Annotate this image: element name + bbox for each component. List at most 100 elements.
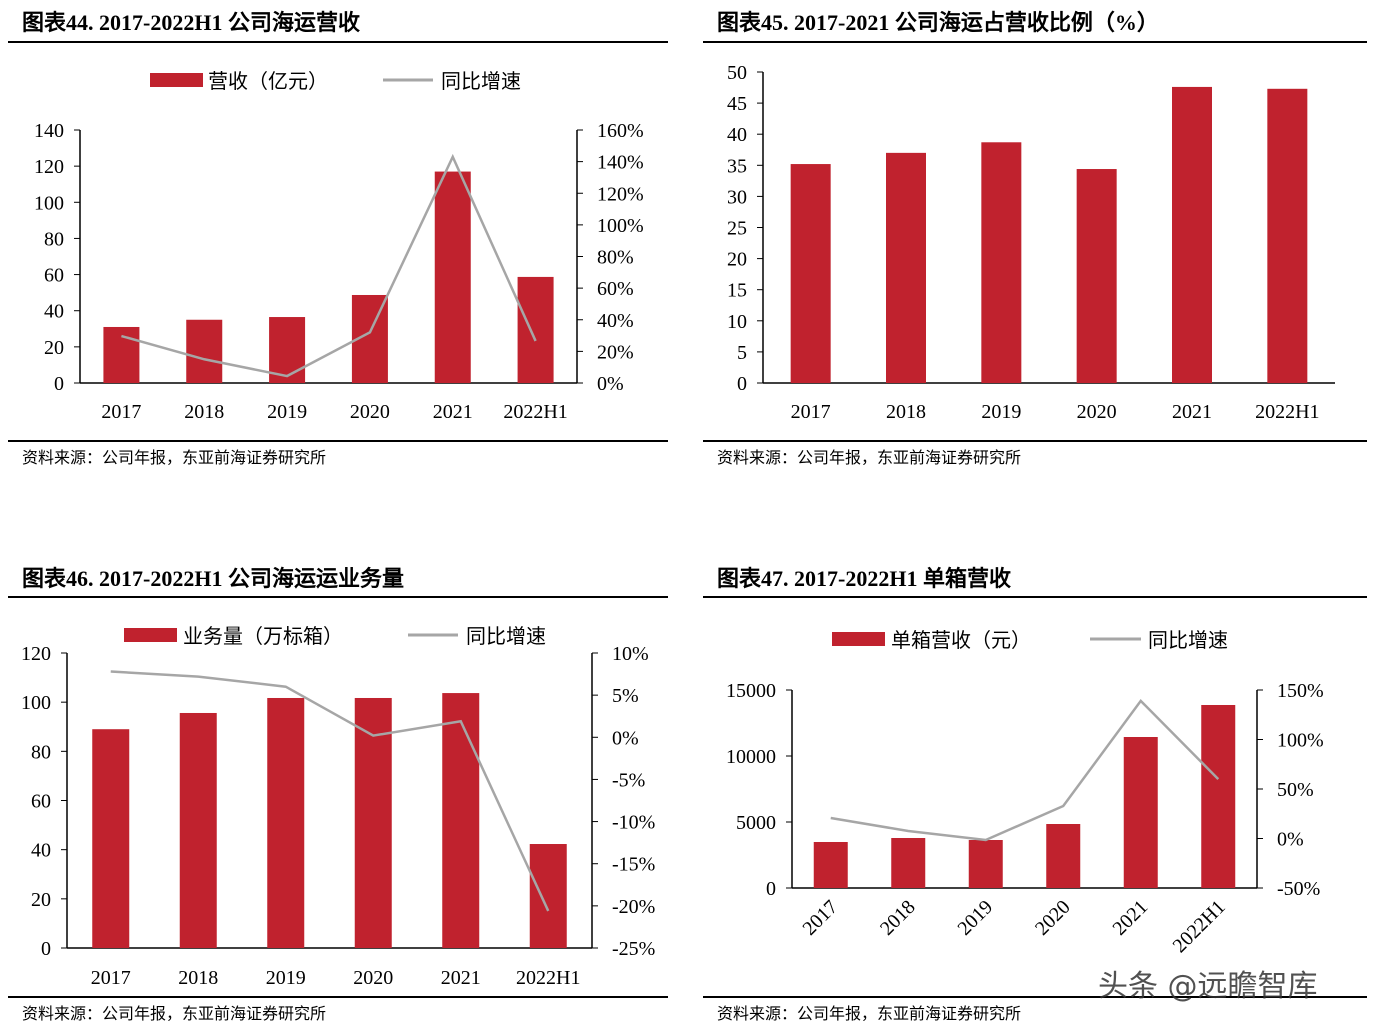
- bar: [891, 838, 925, 888]
- y2-tick-label: 100%: [597, 215, 644, 237]
- y-tick-label: 60: [44, 265, 64, 287]
- bar: [267, 698, 304, 948]
- y2-tick-label: 120%: [597, 183, 644, 205]
- y2-tick-label: 140%: [597, 152, 644, 174]
- x-tick-label: 2022H1: [503, 401, 567, 423]
- legend-swatch-bar: [150, 73, 203, 87]
- legend-swatch-bar: [832, 632, 885, 646]
- x-tick-label: 2020: [1077, 401, 1117, 423]
- y-tick-label: 10000: [726, 746, 776, 768]
- bar: [969, 840, 1003, 888]
- bar: [442, 693, 479, 948]
- source-note: 资料来源：公司年报，东亚前海证券研究所: [22, 449, 326, 467]
- y-tick-label: 40: [31, 840, 51, 862]
- y-tick-label: 45: [727, 93, 747, 115]
- source-note: 资料来源：公司年报，东亚前海证券研究所: [717, 1005, 1021, 1023]
- legend-label-line: 同比增速: [441, 70, 521, 93]
- x-tick-label: 2021: [441, 967, 481, 989]
- y2-tick-label: 150%: [1277, 680, 1324, 702]
- legend-label-bar: 营收（亿元）: [208, 70, 328, 93]
- source-note: 资料来源：公司年报，东亚前海证券研究所: [22, 1005, 326, 1023]
- x-tick-label: 2021: [1172, 401, 1212, 423]
- y2-tick-label: -50%: [1277, 878, 1320, 900]
- y-tick-label: 20: [727, 249, 747, 271]
- x-tick-label: 2017: [798, 896, 842, 940]
- y2-tick-label: 0%: [612, 727, 639, 749]
- y-tick-label: 25: [727, 218, 747, 240]
- bar: [1267, 89, 1307, 383]
- y-tick-label: 120: [21, 643, 51, 665]
- y-tick-label: 20: [44, 337, 64, 359]
- y-tick-label: 5: [737, 342, 747, 364]
- bar: [186, 320, 222, 383]
- bar: [1046, 824, 1080, 888]
- y-tick-label: 80: [31, 741, 51, 763]
- y2-tick-label: 50%: [1277, 779, 1314, 801]
- x-tick-label: 2021: [433, 401, 473, 423]
- x-tick-label: 2020: [353, 967, 393, 989]
- x-tick-label: 2019: [266, 967, 306, 989]
- y-tick-label: 15: [727, 280, 747, 302]
- growth-line: [831, 701, 1219, 840]
- y-tick-label: 80: [44, 228, 64, 250]
- y-tick-label: 30: [727, 186, 747, 208]
- x-tick-label: 2017: [791, 401, 831, 423]
- legend-label-bar: 业务量（万标箱）: [183, 625, 343, 648]
- bar: [1077, 169, 1117, 383]
- bar: [886, 153, 926, 383]
- y2-tick-label: 80%: [597, 247, 634, 269]
- y2-tick-label: 160%: [597, 120, 644, 142]
- x-tick-label: 2020: [350, 401, 390, 423]
- x-tick-label: 2017: [101, 401, 141, 423]
- y-tick-label: 120: [34, 156, 64, 178]
- y-tick-label: 0: [54, 373, 64, 395]
- y-tick-label: 20: [31, 889, 51, 911]
- legend-swatch-bar: [124, 628, 177, 642]
- y-tick-label: 10: [727, 311, 747, 333]
- y2-tick-label: 100%: [1277, 730, 1324, 752]
- y-tick-label: 5000: [736, 812, 776, 834]
- y2-tick-label: -15%: [612, 854, 655, 876]
- bar: [791, 164, 831, 383]
- bar: [1201, 705, 1235, 888]
- y2-tick-label: 5%: [612, 685, 639, 707]
- y2-tick-label: -10%: [612, 812, 655, 834]
- y2-tick-label: -25%: [612, 938, 655, 960]
- y-tick-label: 40: [44, 301, 64, 323]
- growth-line: [111, 672, 549, 911]
- y2-tick-label: -20%: [612, 896, 655, 918]
- x-tick-label: 2018: [178, 967, 218, 989]
- bar: [1124, 737, 1158, 888]
- y-tick-label: 15000: [726, 680, 776, 702]
- source-note: 资料来源：公司年报，东亚前海证券研究所: [717, 449, 1021, 467]
- bar: [530, 844, 567, 948]
- bar: [1172, 87, 1212, 383]
- x-tick-label: 2018: [886, 401, 926, 423]
- y-tick-label: 0: [737, 373, 747, 395]
- watermark: 头条 @远瞻智库: [1098, 969, 1318, 1004]
- x-tick-label: 2020: [1031, 896, 1075, 940]
- bar: [518, 277, 554, 383]
- chart-title: 图表47. 2017-2022H1 单箱营收: [717, 566, 1011, 591]
- x-tick-label: 2022H1: [1255, 401, 1319, 423]
- legend-label-line: 同比增速: [1148, 629, 1228, 652]
- y-tick-label: 140: [34, 120, 64, 142]
- bar: [981, 142, 1021, 383]
- y-tick-label: 0: [766, 878, 776, 900]
- bar: [180, 713, 217, 948]
- chart-title: 图表45. 2017-2021 公司海运占营收比例（%）: [717, 10, 1159, 35]
- chart-title: 图表44. 2017-2022H1 公司海运营收: [22, 10, 360, 35]
- y-tick-label: 60: [31, 791, 51, 813]
- x-tick-label: 2022H1: [1169, 896, 1230, 957]
- legend-label-line: 同比增速: [466, 625, 546, 648]
- x-tick-label: 2019: [267, 401, 307, 423]
- bar: [435, 172, 471, 383]
- y-tick-label: 40: [727, 124, 747, 146]
- legend-label-bar: 单箱营收（元）: [891, 629, 1031, 652]
- y-tick-label: 50: [727, 62, 747, 84]
- y-tick-label: 35: [727, 155, 747, 177]
- y2-tick-label: 40%: [597, 310, 634, 332]
- x-tick-label: 2021: [1108, 896, 1152, 940]
- x-tick-label: 2019: [953, 896, 997, 940]
